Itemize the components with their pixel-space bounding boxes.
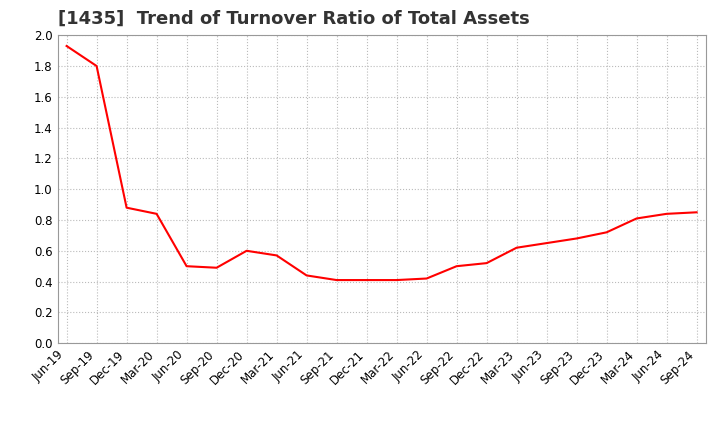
- Text: [1435]  Trend of Turnover Ratio of Total Assets: [1435] Trend of Turnover Ratio of Total …: [58, 10, 529, 28]
